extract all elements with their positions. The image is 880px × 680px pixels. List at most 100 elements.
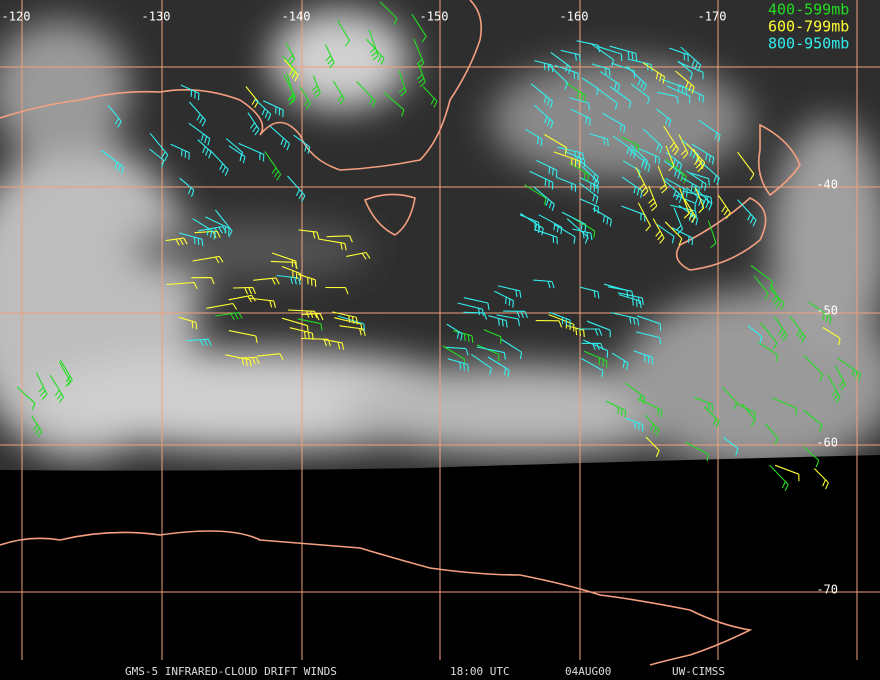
- latitude-label: -70: [816, 583, 838, 597]
- wind-barb: [535, 320, 563, 328]
- wind-barb: [693, 148, 703, 173]
- wind-barb: [633, 350, 654, 365]
- wind-barb: [769, 464, 789, 492]
- wind-barb: [664, 221, 683, 246]
- wind-barb: [324, 44, 335, 69]
- wind-barb: [789, 315, 806, 343]
- wind-barb: [609, 86, 632, 109]
- latitude-label: -60: [816, 436, 838, 450]
- wind-barb: [35, 372, 48, 400]
- wind-barb: [803, 355, 824, 382]
- wind-barb: [581, 358, 604, 378]
- legend-entry: 800-950mb: [768, 35, 849, 53]
- wind-barb: [595, 86, 618, 111]
- wind-barb: [580, 198, 599, 214]
- wind-barb: [636, 331, 662, 345]
- wind-barb: [533, 228, 558, 245]
- longitude-label: -140: [282, 10, 311, 24]
- wind-barb: [337, 315, 365, 331]
- wind-barb: [802, 409, 823, 432]
- wind-barb: [772, 397, 797, 416]
- wind-barb: [323, 339, 345, 350]
- wind-barb: [215, 311, 243, 321]
- wind-barb: [611, 62, 636, 78]
- wind-barb: [737, 199, 757, 227]
- wind-barb: [453, 330, 474, 343]
- wind-barb: [657, 165, 668, 194]
- wind-barb: [572, 228, 593, 241]
- wind-barb: [707, 220, 717, 249]
- wind-barb: [332, 80, 345, 105]
- wind-barb: [233, 286, 257, 295]
- wind-barb: [582, 339, 609, 358]
- wind-barb: [610, 312, 640, 326]
- wind-barb: [663, 125, 679, 156]
- wind-barb: [618, 294, 642, 309]
- wind-barb: [553, 223, 576, 244]
- wind-barb: [655, 108, 672, 127]
- nz-north-coast: [757, 123, 801, 197]
- longitude-label: -150: [420, 10, 449, 24]
- wind-barb: [741, 403, 756, 427]
- wind-barbs: [16, 1, 862, 492]
- wind-barb: [463, 311, 488, 320]
- wind-barb: [569, 97, 590, 111]
- wind-barb: [281, 265, 301, 281]
- wind-barb: [178, 316, 198, 330]
- wind-barb: [383, 91, 405, 117]
- wind-barb: [629, 149, 651, 173]
- wind-barb: [656, 91, 679, 104]
- wind-barb: [254, 98, 272, 121]
- footer-title: GMS-5 INFRARED-CLOUD DRIFT WINDS: [125, 665, 337, 678]
- footer-time: 18:00 UTC: [450, 665, 510, 678]
- wind-barb: [813, 468, 829, 490]
- wind-barb: [603, 283, 629, 298]
- wind-barb: [301, 313, 324, 321]
- wind-barb: [179, 232, 204, 247]
- wind-barb: [626, 65, 647, 92]
- wind-barb: [548, 314, 575, 332]
- wind-barb: [579, 160, 599, 184]
- wind-barb: [591, 63, 611, 77]
- wind-barb: [256, 353, 284, 361]
- wind-barb: [494, 290, 514, 308]
- wind-barb: [524, 184, 547, 206]
- wind-barb: [600, 71, 621, 92]
- wind-barb: [638, 148, 660, 165]
- wind-barb: [536, 160, 558, 178]
- wind-barb: [644, 414, 660, 437]
- wind-barb: [197, 139, 212, 159]
- wind-barb: [520, 213, 544, 236]
- wind-barb: [263, 100, 284, 118]
- wind-barb: [556, 176, 576, 192]
- wind-barb: [533, 186, 555, 211]
- wind-barb: [835, 365, 846, 391]
- wind-barb: [149, 148, 165, 168]
- wind-barb: [339, 325, 366, 336]
- wind-barb: [579, 286, 600, 299]
- wind-barb: [770, 283, 781, 309]
- wind-barb: [775, 464, 800, 482]
- wind-barb: [192, 255, 224, 264]
- wind-barb: [560, 49, 581, 62]
- wind-barb: [356, 81, 376, 108]
- legend-entry: 600-799mb: [768, 18, 849, 36]
- wind-barb: [311, 75, 321, 99]
- wind-barb: [648, 185, 658, 212]
- wind-barb: [611, 352, 629, 370]
- wind-barb: [247, 112, 260, 136]
- wind-barb: [186, 338, 212, 347]
- wind-barb: [602, 112, 626, 134]
- wind-barb: [445, 346, 469, 356]
- footer-date: 04AUG00: [565, 665, 611, 678]
- wind-barb: [764, 423, 779, 445]
- wind-barb: [596, 45, 623, 62]
- wind-barb: [325, 286, 349, 295]
- wind-barb: [525, 128, 543, 147]
- wind-barb: [553, 151, 580, 168]
- wind-barb: [612, 135, 636, 159]
- longitude-label: -130: [142, 10, 171, 24]
- wind-barb: [483, 329, 502, 344]
- wind-barb: [166, 281, 198, 290]
